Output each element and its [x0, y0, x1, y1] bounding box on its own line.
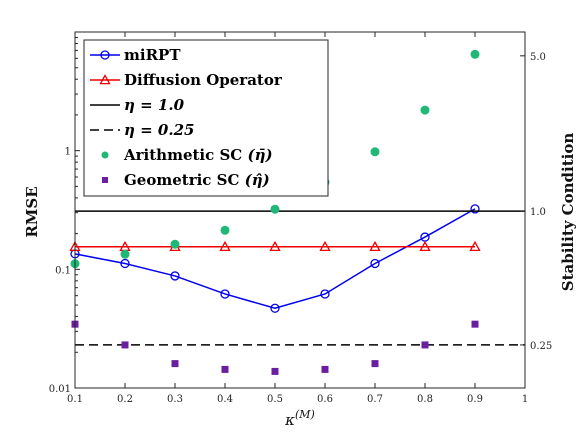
x-axis-label: κ(M): [284, 408, 315, 429]
data-point-geometric-sc: [121, 341, 129, 349]
x-tick-label: 0.3: [167, 394, 183, 405]
x-axis-label-base: κ: [284, 411, 295, 429]
data-point-mirpt: [170, 271, 180, 281]
legend-box: [83, 39, 329, 197]
data-point-geometric-sc: [221, 365, 229, 373]
data-point-mirpt: [220, 289, 230, 299]
x-tick-label: 0.7: [367, 394, 383, 405]
x-tick-label: 0.8: [417, 394, 433, 405]
data-point-geometric-sc: [271, 367, 279, 375]
data-point-geometric-sc: [171, 360, 179, 368]
x-tick-label: 0.5: [267, 394, 283, 405]
legend-label: Geometric SC (η̂): [124, 171, 270, 189]
y-tick-label-right: 1.0: [530, 207, 546, 218]
x-tick-label: 0.2: [117, 394, 133, 405]
data-point-arithmetic-sc: [120, 249, 130, 259]
legend: miRPT Diffusion Operator η = 1.0 η = 0.25 Ar…: [83, 39, 329, 197]
data-point-arithmetic-sc: [470, 49, 480, 59]
plot-frame: [74, 31, 526, 389]
data-point-arithmetic-sc: [420, 105, 430, 115]
x-tick-label: 0.9: [467, 394, 483, 405]
x-tick-label: 0.6: [317, 394, 333, 405]
y-tick-label-left: 0.1: [55, 265, 71, 276]
data-point-mirpt: [370, 258, 380, 269]
legend-swatch-marker: [102, 177, 108, 183]
data-point-diffusion-operator: [269, 240, 281, 251]
chart-axes: 0.1 0.2 0.3 0.4 0.5 0.6 0.7 0.8 0.9 10.010.110.25…: [49, 31, 552, 405]
y-axis-label-right: Stability Condition: [559, 133, 577, 292]
chart-marks: [69, 49, 525, 375]
data-point-diffusion-operator: [319, 240, 331, 251]
data-point-geometric-sc: [421, 341, 429, 349]
y-axis-label-left: RMSE: [23, 186, 41, 237]
legend-label: miRPT: [124, 46, 181, 64]
data-point-geometric-sc: [371, 360, 379, 368]
data-point-arithmetic-sc: [170, 239, 180, 249]
data-point-arithmetic-sc: [220, 225, 230, 235]
legend-label: Diffusion Operator: [124, 71, 283, 89]
data-point-diffusion-operator: [219, 240, 231, 251]
legend-label: Arithmetic SC (η̄): [123, 146, 273, 164]
data-point-geometric-sc: [471, 320, 479, 328]
legend-swatch-marker: [99, 74, 111, 85]
legend-label-math: (η̂): [239, 171, 269, 189]
x-axis-label-superscript: (M): [295, 408, 315, 421]
y-tick-label-left: 0.01: [49, 384, 71, 395]
legend-swatch-marker: [101, 151, 109, 159]
legend-label-math: (η̄): [242, 146, 272, 164]
data-point-diffusion-operator: [469, 240, 481, 251]
legend-label: η = 0.25: [124, 121, 194, 139]
data-point-mirpt: [120, 258, 130, 269]
data-point-diffusion-operator: [369, 240, 381, 251]
legend-swatch-marker: [100, 50, 110, 60]
data-point-arithmetic-sc: [270, 204, 280, 214]
data-point-geometric-sc: [321, 365, 329, 373]
data-point-mirpt: [320, 289, 330, 299]
y-tick-label-right: 0.25: [530, 341, 552, 352]
legend-label: η = 1.0: [124, 96, 185, 114]
data-point-arithmetic-sc: [370, 147, 380, 157]
x-tick-label: 0.4: [217, 394, 233, 405]
data-point-diffusion-operator: [419, 240, 431, 251]
data-point-mirpt: [470, 204, 480, 214]
data-point-mirpt: [270, 303, 280, 313]
x-tick-label: 1: [522, 394, 528, 405]
x-tick-label: 0.1: [67, 394, 83, 405]
y-tick-label-left: 1: [65, 147, 71, 158]
series-line-mirpt: [74, 208, 476, 310]
y-tick-label-right: 5.0: [530, 52, 546, 63]
